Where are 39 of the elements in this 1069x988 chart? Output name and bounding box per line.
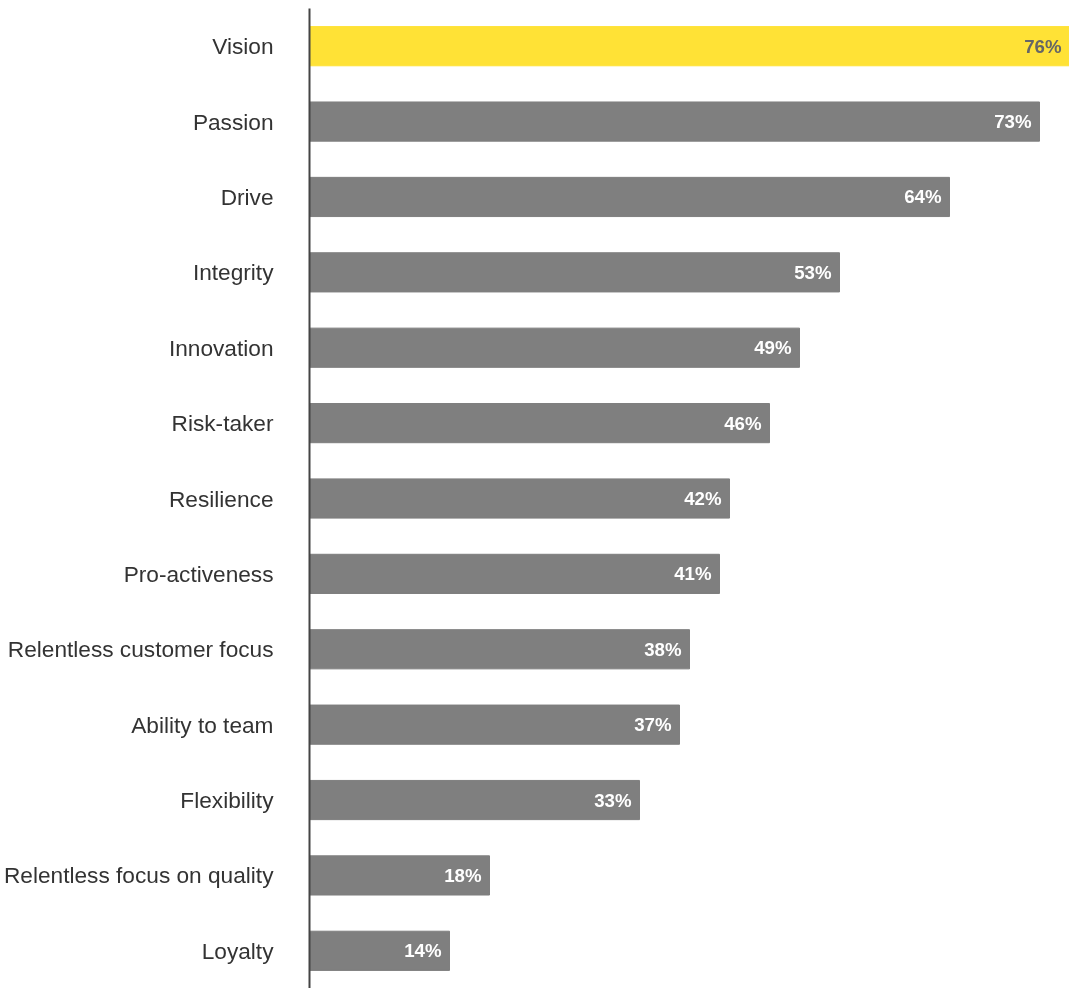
data-label: 46%	[724, 412, 762, 434]
bar	[309, 855, 490, 896]
y-tick-label: Risk-taker	[171, 410, 274, 437]
y-tick-label: Integrity	[192, 259, 275, 286]
y-tick-label: Passion	[192, 108, 274, 135]
data-label: 37%	[634, 714, 672, 736]
bar	[309, 553, 720, 594]
bar	[309, 327, 800, 368]
y-tick-label: Loyalty	[201, 937, 275, 964]
bar	[309, 252, 840, 293]
y-tick-label: Relentless customer focus	[7, 636, 274, 663]
y-tick-label: Drive	[220, 183, 274, 210]
bar	[309, 478, 730, 519]
data-label: 73%	[994, 111, 1032, 133]
data-label: 42%	[684, 488, 722, 509]
bar	[309, 629, 690, 670]
y-tick-label: Relentless focus on quality	[3, 862, 275, 889]
y-tick-label: Ability to team	[131, 711, 274, 738]
y-tick-label: Vision	[212, 33, 274, 60]
data-label: 64%	[904, 186, 942, 208]
data-label: 41%	[674, 563, 712, 585]
bar	[309, 779, 640, 821]
y-tick-label: Resilience	[168, 485, 274, 512]
data-label: 49%	[754, 337, 792, 359]
data-label: 33%	[594, 789, 632, 811]
y-tick-label: Innovation	[168, 334, 274, 361]
data-label: 38%	[644, 638, 682, 660]
y-tick-label: Flexibility	[180, 787, 275, 814]
bar	[309, 101, 1040, 142]
bar	[309, 176, 950, 218]
data-label: 53%	[794, 261, 832, 283]
y-tick-label: Pro-activeness	[123, 560, 274, 587]
data-label: 14%	[404, 940, 442, 962]
bar	[309, 930, 450, 971]
data-label: 76%	[1024, 35, 1062, 57]
bar	[309, 26, 1069, 67]
bar	[309, 704, 680, 745]
data-label: 18%	[444, 864, 482, 886]
bar	[309, 403, 770, 444]
